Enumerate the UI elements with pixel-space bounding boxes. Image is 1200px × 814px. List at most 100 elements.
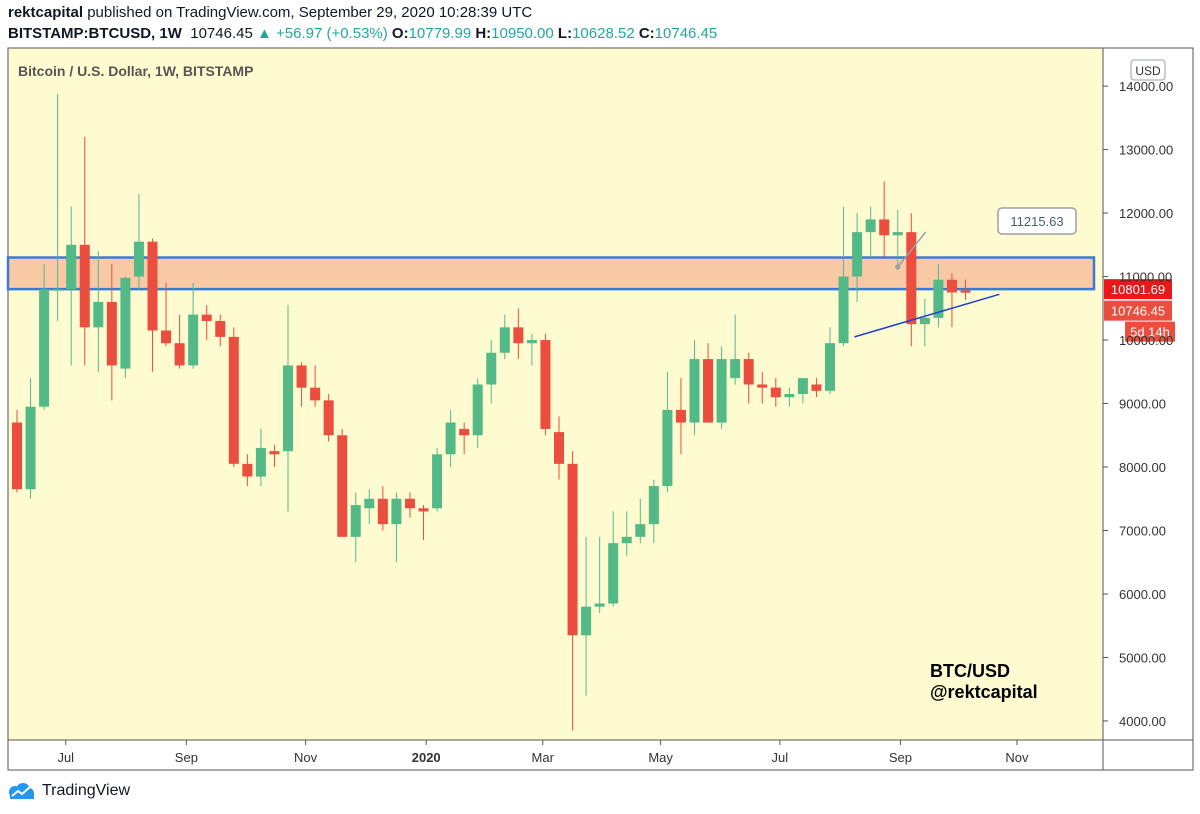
candle[interactable] bbox=[662, 371, 673, 493]
candle[interactable] bbox=[296, 362, 307, 407]
candle[interactable] bbox=[472, 378, 483, 448]
candle[interactable] bbox=[486, 340, 497, 404]
candle-body bbox=[635, 524, 646, 537]
candle[interactable] bbox=[743, 352, 754, 404]
candle[interactable] bbox=[526, 333, 537, 366]
last-price-badge-label: 10746.45 bbox=[1111, 304, 1165, 319]
resistance-zone[interactable] bbox=[6, 256, 1096, 291]
candle[interactable] bbox=[391, 492, 402, 563]
candle[interactable] bbox=[554, 416, 564, 480]
candle[interactable] bbox=[703, 343, 714, 423]
plot-area[interactable] bbox=[8, 48, 1103, 740]
support-trendline[interactable] bbox=[854, 293, 1000, 338]
candle[interactable] bbox=[811, 378, 822, 398]
candle[interactable] bbox=[567, 451, 578, 731]
price-callout-box[interactable] bbox=[997, 207, 1077, 235]
candle-body bbox=[757, 384, 768, 388]
candle[interactable] bbox=[852, 213, 863, 302]
y-tick-label: 14000.00 bbox=[1119, 79, 1173, 94]
footer-brand[interactable]: TradingView bbox=[6, 782, 130, 800]
candle[interactable] bbox=[404, 492, 415, 518]
countdown-badge bbox=[1125, 321, 1175, 342]
candle[interactable] bbox=[79, 136, 90, 366]
candle[interactable] bbox=[323, 394, 334, 442]
candle[interactable] bbox=[161, 282, 172, 347]
candle-body bbox=[499, 327, 510, 353]
candle[interactable] bbox=[188, 282, 199, 369]
candle[interactable] bbox=[513, 308, 524, 360]
candle[interactable] bbox=[730, 314, 741, 385]
candle-body bbox=[147, 241, 158, 331]
candle[interactable] bbox=[933, 263, 944, 328]
candle[interactable] bbox=[120, 276, 131, 379]
candle[interactable] bbox=[919, 298, 930, 347]
price-axis[interactable] bbox=[1103, 48, 1193, 770]
candle[interactable] bbox=[228, 327, 239, 468]
candle-body bbox=[106, 301, 117, 366]
candle[interactable] bbox=[147, 238, 158, 372]
candle[interactable] bbox=[879, 181, 890, 258]
candle-body bbox=[228, 336, 239, 464]
y-tick-label: 11000.00 bbox=[1119, 270, 1172, 285]
candle[interactable] bbox=[648, 479, 659, 544]
candle[interactable] bbox=[865, 206, 876, 258]
countdown-badge-label: 5d 14h bbox=[1130, 325, 1170, 340]
candle[interactable] bbox=[255, 428, 266, 487]
callout-pointer bbox=[897, 231, 927, 268]
candle[interactable] bbox=[39, 263, 50, 410]
candle[interactable] bbox=[540, 333, 551, 436]
candle[interactable] bbox=[594, 536, 605, 614]
candle[interactable] bbox=[12, 409, 22, 493]
candle[interactable] bbox=[838, 206, 849, 347]
candle[interactable] bbox=[675, 378, 686, 455]
candle[interactable] bbox=[283, 305, 293, 512]
candle[interactable] bbox=[689, 340, 700, 436]
candle[interactable] bbox=[960, 279, 971, 301]
candle[interactable] bbox=[946, 273, 957, 328]
candle[interactable] bbox=[784, 387, 795, 407]
candle[interactable] bbox=[215, 314, 226, 347]
candle[interactable] bbox=[757, 371, 768, 404]
candle[interactable] bbox=[310, 365, 321, 407]
candle[interactable] bbox=[337, 428, 348, 537]
candle[interactable] bbox=[52, 93, 63, 321]
candle[interactable] bbox=[445, 409, 456, 468]
candle[interactable] bbox=[106, 263, 117, 401]
candle[interactable] bbox=[770, 378, 781, 407]
candle-body bbox=[811, 384, 822, 391]
last-price-badge bbox=[1104, 300, 1172, 321]
candle[interactable] bbox=[25, 378, 36, 499]
candle[interactable] bbox=[892, 209, 903, 271]
candle[interactable] bbox=[350, 492, 361, 563]
candle[interactable] bbox=[459, 422, 470, 455]
candle[interactable] bbox=[797, 378, 808, 404]
candle[interactable] bbox=[499, 314, 510, 360]
candle[interactable] bbox=[201, 305, 212, 341]
candle[interactable] bbox=[432, 447, 443, 512]
candle[interactable] bbox=[608, 511, 619, 607]
candle[interactable] bbox=[377, 486, 388, 531]
candle[interactable] bbox=[581, 536, 592, 696]
currency-button[interactable]: USD bbox=[1130, 59, 1166, 81]
candle-body bbox=[784, 394, 795, 398]
candle[interactable] bbox=[66, 206, 77, 366]
candle-body bbox=[269, 451, 280, 455]
candle[interactable] bbox=[418, 505, 429, 541]
candle-body bbox=[364, 498, 375, 509]
candle-body bbox=[567, 463, 578, 636]
candle[interactable] bbox=[269, 444, 280, 468]
candle[interactable] bbox=[133, 194, 144, 290]
candle[interactable] bbox=[242, 454, 253, 487]
candle[interactable] bbox=[364, 489, 375, 525]
candle[interactable] bbox=[906, 213, 917, 347]
candle[interactable] bbox=[93, 251, 104, 372]
candle[interactable] bbox=[825, 327, 835, 394]
x-tick-label: Sep bbox=[175, 750, 198, 765]
candle[interactable] bbox=[621, 511, 632, 556]
candle[interactable] bbox=[716, 346, 727, 429]
author-name[interactable]: rektcapital bbox=[8, 4, 84, 21]
candle-body bbox=[648, 486, 659, 525]
candle[interactable] bbox=[635, 498, 646, 544]
candle[interactable] bbox=[174, 314, 185, 369]
